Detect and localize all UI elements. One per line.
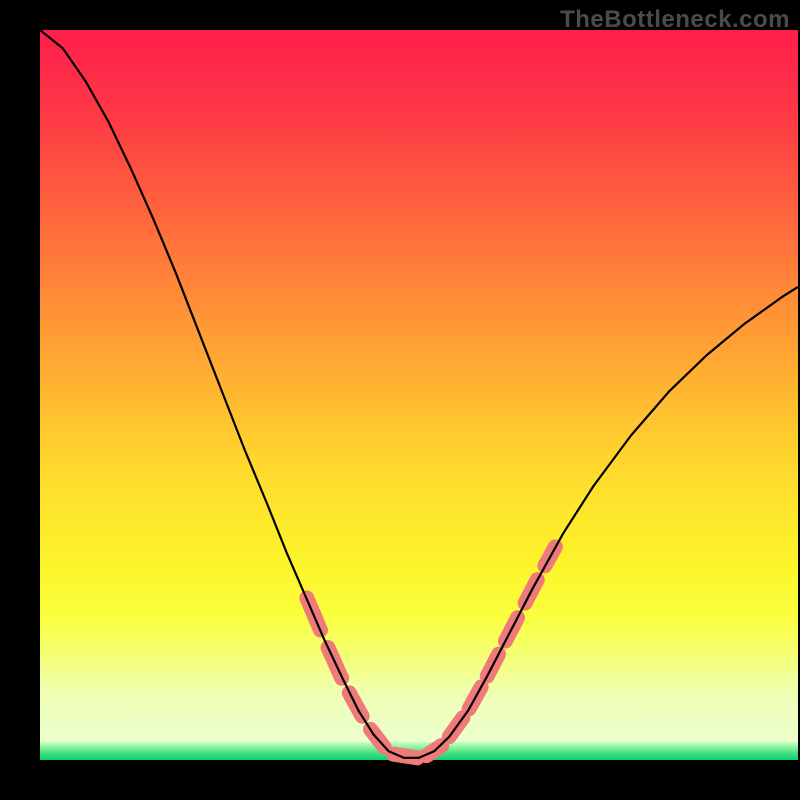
watermark: TheBottleneck.com bbox=[560, 6, 790, 34]
plot-gradient-background bbox=[40, 30, 798, 760]
plot-green-band bbox=[40, 742, 798, 760]
bottleneck-chart: TheBottleneck.com bbox=[0, 0, 800, 800]
